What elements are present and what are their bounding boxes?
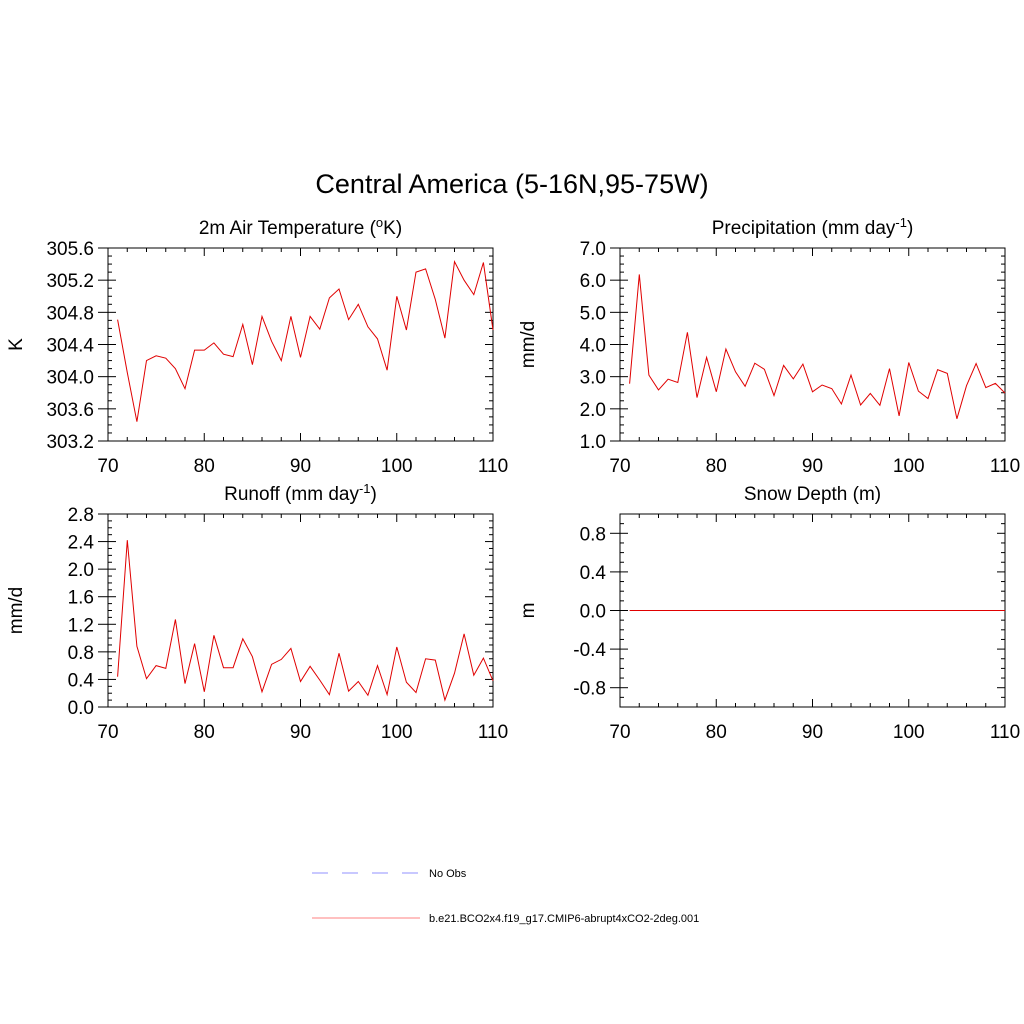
- x-tick-label: 100: [381, 722, 413, 743]
- y-tick-label: 0.8: [68, 643, 94, 664]
- panel-2: Precipitation (mm day-1) mm/d 70 80 90 100 110…: [518, 215, 1020, 477]
- x-tick-label: 80: [194, 456, 215, 477]
- plot-frame: [619, 247, 1006, 442]
- panel-title-sup: -1: [895, 215, 907, 230]
- y-axis-label: K: [6, 338, 27, 351]
- y-tick-label: 2.8: [68, 505, 94, 526]
- x-tick-label: 70: [609, 722, 630, 743]
- legend-item-2: b.e21.BCO2x4.f19_g17.CMIP6-abrupt4xCO2-2…: [312, 913, 699, 925]
- panel-title-main: 2m Air Temperature (: [199, 218, 377, 239]
- y-tick-label: 304.8: [46, 303, 94, 324]
- legend-label: No Obs: [429, 868, 467, 880]
- y-tick-label: 0.8: [580, 524, 606, 545]
- y-axis-label: mm/d: [6, 587, 27, 635]
- panel-3: Runoff (mm day-1) mm/d 70 80 90 100 110 0.0 0.4 0…: [6, 481, 508, 743]
- y-tick-label: 2.4: [68, 533, 95, 554]
- legend: No Obs b.e21.BCO2x4.f19_g17.CMIP6-abrupt4…: [312, 868, 699, 925]
- plot-frame: [107, 513, 494, 708]
- x-tick-label: 110: [478, 456, 508, 477]
- y-tick-label: 1.0: [580, 432, 606, 453]
- panel-title-main: Runoff (mm day: [224, 484, 359, 505]
- y-axis-label: mm/d: [518, 321, 539, 369]
- panels: 2m Air Temperature (oK) K 70 80 90 100 110 303.…: [6, 215, 1020, 743]
- x-tick-label: 100: [381, 456, 413, 477]
- x-tick-label: 110: [990, 722, 1020, 743]
- series-line-1: [117, 540, 494, 702]
- y-tick-label: 305.6: [46, 239, 94, 260]
- x-tick-label: 70: [97, 456, 118, 477]
- x-tick-label: 100: [893, 722, 925, 743]
- y-tick-label: 1.2: [68, 615, 94, 636]
- x-tick-label: 90: [802, 722, 823, 743]
- x-tick-label: 80: [194, 722, 215, 743]
- y-tick-label: 4.0: [580, 336, 606, 357]
- y-tick-label: 304.0: [46, 368, 94, 389]
- x-tick-label: 80: [706, 722, 727, 743]
- y-tick-label: 303.6: [46, 400, 94, 421]
- x-tick-label: 80: [706, 456, 727, 477]
- legend-item-1: No Obs: [312, 868, 467, 880]
- x-tick-label: 90: [290, 722, 311, 743]
- panel-title-main: Snow Depth (m): [744, 484, 881, 505]
- y-tick-label: -0.4: [573, 640, 606, 661]
- panel-title: 2m Air Temperature (oK): [199, 215, 402, 239]
- y-tick-label: 305.2: [46, 271, 94, 292]
- panel-title-main: Precipitation (mm day: [712, 218, 896, 239]
- panel-title: Snow Depth (m): [744, 484, 881, 505]
- y-tick-label: 0.0: [580, 602, 606, 623]
- x-tick-label: 110: [478, 722, 508, 743]
- panel-1: 2m Air Temperature (oK) K 70 80 90 100 110 303.…: [6, 215, 508, 477]
- panel-title-sup: o: [376, 215, 383, 230]
- x-tick-label: 110: [990, 456, 1020, 477]
- x-tick-label: 70: [97, 722, 118, 743]
- series-line-1: [629, 274, 1006, 419]
- y-tick-label: -0.8: [573, 679, 606, 700]
- y-tick-label: 2.0: [580, 400, 606, 421]
- y-tick-label: 0.4: [580, 563, 607, 584]
- legend-label: b.e21.BCO2x4.f19_g17.CMIP6-abrupt4xCO2-2…: [429, 913, 699, 925]
- y-tick-label: 6.0: [580, 271, 606, 292]
- panel-4: Snow Depth (m) m 70 80 90 100 110 -0.8 -0.4 0.0 0.…: [518, 484, 1020, 743]
- series-line-1: [117, 260, 494, 422]
- y-tick-label: 0.0: [68, 698, 94, 719]
- y-tick-label: 1.6: [68, 588, 94, 609]
- y-tick-label: 7.0: [580, 239, 606, 260]
- figure-title: Central America (5-16N,95-75W): [315, 169, 708, 199]
- y-axis-label: m: [518, 603, 539, 619]
- y-tick-label: 2.0: [68, 560, 94, 581]
- panel-title-sup: -1: [359, 481, 371, 496]
- x-tick-label: 100: [893, 456, 925, 477]
- x-tick-label: 70: [609, 456, 630, 477]
- panel-title-tail: ): [371, 484, 377, 505]
- y-tick-label: 303.2: [46, 432, 94, 453]
- x-tick-label: 90: [290, 456, 311, 477]
- plot-frame: [107, 247, 494, 442]
- y-tick-label: 0.4: [68, 670, 95, 691]
- x-tick-label: 90: [802, 456, 823, 477]
- panel-title: Runoff (mm day-1): [224, 481, 377, 505]
- y-tick-label: 5.0: [580, 303, 606, 324]
- y-tick-label: 3.0: [580, 368, 606, 389]
- panel-title-tail: K): [383, 218, 402, 239]
- panel-title-tail: ): [907, 218, 913, 239]
- y-tick-label: 304.4: [46, 336, 94, 357]
- panel-title: Precipitation (mm day-1): [712, 215, 914, 239]
